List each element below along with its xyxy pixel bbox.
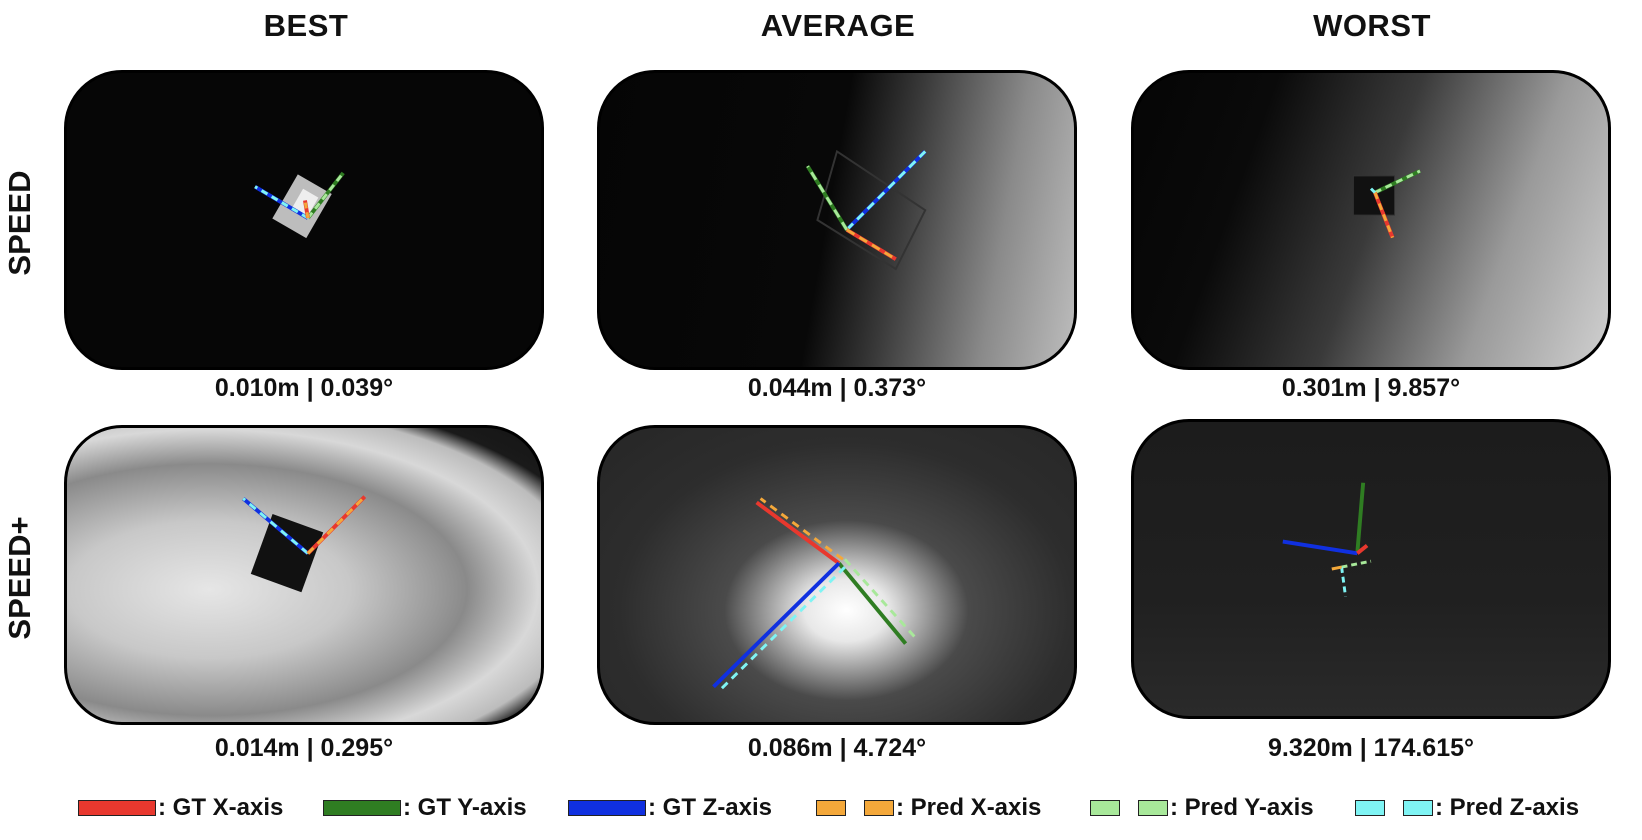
column-header-best: BEST [263,8,349,43]
image-speedplus-worst [1131,419,1611,719]
image-speed-average [597,70,1077,370]
caption-speed-average: 0.044m | 0.373° [747,374,927,402]
legend-label-pred-x: : Pred X-axis [896,794,1042,821]
caption-speedplus-best: 0.014m | 0.295° [214,734,394,762]
pose-overlay [805,149,927,271]
legend: : GT X-axis : GT Y-axis : GT Z-axis : Pr… [0,794,1642,824]
image-speed-best [64,70,544,370]
legend-swatch-gt-y [323,800,401,816]
pose-overlay [254,171,345,239]
legend-swatch-pred-y-1 [1090,800,1120,816]
caption-speed-best: 0.010m | 0.039° [214,374,394,402]
image-speedplus-average [597,425,1077,725]
legend-label-gt-x: : GT X-axis [158,794,284,821]
pose-overlay [1352,169,1421,239]
caption-speedplus-average: 0.086m | 4.724° [747,734,927,762]
image-speedplus-best [64,425,544,725]
column-header-average: AVERAGE [760,8,916,43]
legend-swatch-pred-x-2 [864,800,894,816]
legend-swatch-pred-y-2 [1138,800,1168,816]
image-speed-worst [1131,70,1611,370]
row-header-speed: SPEED [2,170,37,276]
legend-swatch-pred-z-2 [1403,800,1433,816]
legend-label-pred-z: : Pred Z-axis [1435,794,1580,821]
caption-speed-worst: 0.301m | 9.857° [1281,374,1461,402]
legend-label-gt-y: : GT Y-axis [403,794,527,821]
legend-swatch-pred-x-1 [816,800,846,816]
legend-label-pred-y: : Pred Y-axis [1170,794,1314,821]
row-header-speedplus: SPEED+ [2,516,37,640]
legend-label-gt-z: : GT Z-axis [648,794,773,821]
legend-swatch-gt-z [568,800,646,816]
pose-overlay [1282,482,1372,597]
legend-swatch-gt-x [78,800,156,816]
caption-speedplus-worst: 9.320m | 174.615° [1267,734,1475,762]
column-header-worst: WORST [1313,8,1431,43]
pose-overlay [241,495,367,593]
legend-swatch-pred-z-1 [1355,800,1385,816]
pose-overlay [712,497,917,692]
